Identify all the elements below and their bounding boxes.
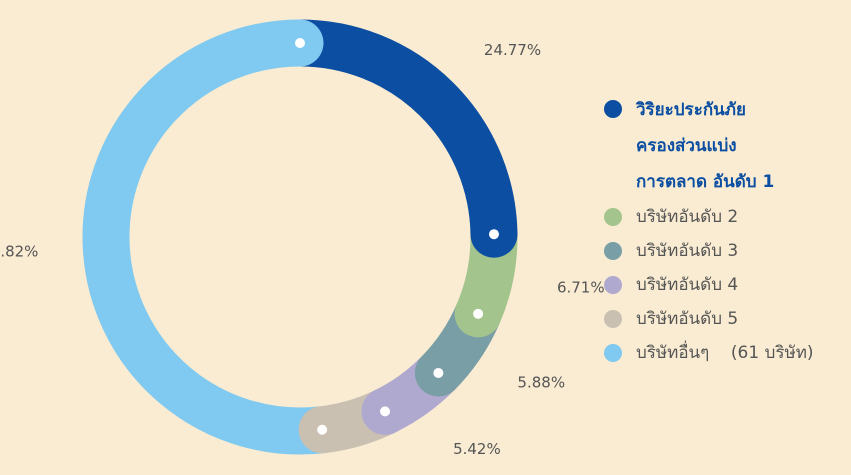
legend-marker — [604, 242, 622, 260]
segment-dot — [433, 367, 444, 378]
segment-dot — [295, 38, 305, 48]
legend-label: บริษัทอันดับ 2 — [636, 207, 739, 227]
segment-dot — [488, 229, 499, 240]
legend-label: บริษัทอื่นๆ (61 บริษัท) — [636, 343, 814, 363]
legend-marker — [604, 276, 622, 294]
legend-item: บริษัทอันดับ 5 — [604, 302, 814, 336]
data-label: 6.71% — [557, 279, 605, 297]
donut-segment — [82, 19, 325, 455]
data-label: 51.82% — [0, 242, 38, 260]
segment-dot — [473, 308, 484, 319]
legend-label: บริษัทอันดับ 4 — [636, 275, 739, 295]
legend-marker — [604, 100, 622, 118]
donut-segment — [299, 19, 518, 235]
legend-item: บริษัทอันดับ 4 — [604, 268, 814, 302]
legend-item: บริษัทอันดับ 2 — [604, 200, 814, 234]
legend-label: บริษัทอันดับ 3 — [636, 241, 739, 261]
legend-label: บริษัทอันดับ 5 — [636, 309, 739, 329]
segment-dot — [380, 406, 391, 417]
legend: วิริยะประกันภัย ครองส่วนแบ่ง การตลาด อัน… — [604, 92, 814, 370]
legend-marker — [604, 208, 622, 226]
data-label: 24.77% — [484, 41, 541, 59]
legend-item: บริษัทอันดับ 3 — [604, 234, 814, 268]
legend-marker — [604, 344, 622, 362]
legend-item: บริษัทอื่นๆ (61 บริษัท) — [604, 336, 814, 370]
legend-label: วิริยะประกันภัย ครองส่วนแบ่ง การตลาด อัน… — [636, 100, 775, 192]
data-label: 5.88% — [517, 374, 565, 392]
legend-item: วิริยะประกันภัย ครองส่วนแบ่ง การตลาด อัน… — [604, 92, 814, 200]
legend-marker — [604, 310, 622, 328]
segment-dot — [317, 424, 328, 435]
data-label: 5.42% — [453, 440, 501, 458]
